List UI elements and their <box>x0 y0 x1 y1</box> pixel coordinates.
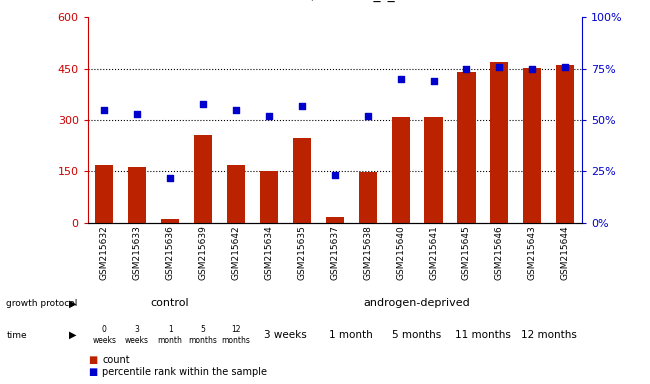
Point <box>296 103 307 109</box>
Point <box>494 63 504 70</box>
Text: 12 months: 12 months <box>521 330 577 340</box>
Text: 3 weeks: 3 weeks <box>264 330 307 340</box>
Text: time: time <box>6 331 27 339</box>
Bar <box>359 172 377 223</box>
Text: 1
month: 1 month <box>158 325 183 345</box>
Text: growth protocol: growth protocol <box>6 299 78 308</box>
Point <box>330 172 340 179</box>
Bar <box>424 117 443 223</box>
Bar <box>326 217 344 223</box>
Text: 1 month: 1 month <box>330 330 373 340</box>
Text: 12
months: 12 months <box>222 325 250 345</box>
Point <box>198 101 208 107</box>
Bar <box>391 117 410 223</box>
Text: GDS3358 / 220658_s_at: GDS3358 / 220658_s_at <box>242 0 408 2</box>
Bar <box>227 164 245 223</box>
Text: 0
weeks: 0 weeks <box>92 325 116 345</box>
Point <box>165 174 176 180</box>
Point <box>395 76 406 82</box>
Bar <box>292 138 311 223</box>
Point <box>527 66 538 72</box>
Text: 11 months: 11 months <box>455 330 511 340</box>
Text: ■: ■ <box>88 367 97 377</box>
Bar <box>95 164 113 223</box>
Text: percentile rank within the sample: percentile rank within the sample <box>102 367 267 377</box>
Point <box>560 63 571 70</box>
Text: ▶: ▶ <box>69 298 77 308</box>
Bar <box>194 136 212 223</box>
Point <box>99 107 109 113</box>
Point <box>363 113 373 119</box>
Bar <box>490 62 508 223</box>
Bar <box>556 65 575 223</box>
Text: 3
weeks: 3 weeks <box>125 325 149 345</box>
Text: 5 months: 5 months <box>393 330 442 340</box>
Bar <box>128 167 146 223</box>
Text: count: count <box>102 354 130 364</box>
Point <box>231 107 241 113</box>
Text: androgen-deprived: androgen-deprived <box>364 298 471 308</box>
Text: ■: ■ <box>88 354 97 364</box>
Text: ▶: ▶ <box>69 330 77 340</box>
Point <box>428 78 439 84</box>
Bar <box>161 219 179 223</box>
Bar <box>523 68 541 223</box>
Point <box>132 111 142 117</box>
Text: 5
months: 5 months <box>188 325 218 345</box>
Bar <box>260 170 278 223</box>
Point <box>462 66 472 72</box>
Point <box>264 113 274 119</box>
Text: control: control <box>151 298 189 308</box>
Bar <box>458 72 476 223</box>
